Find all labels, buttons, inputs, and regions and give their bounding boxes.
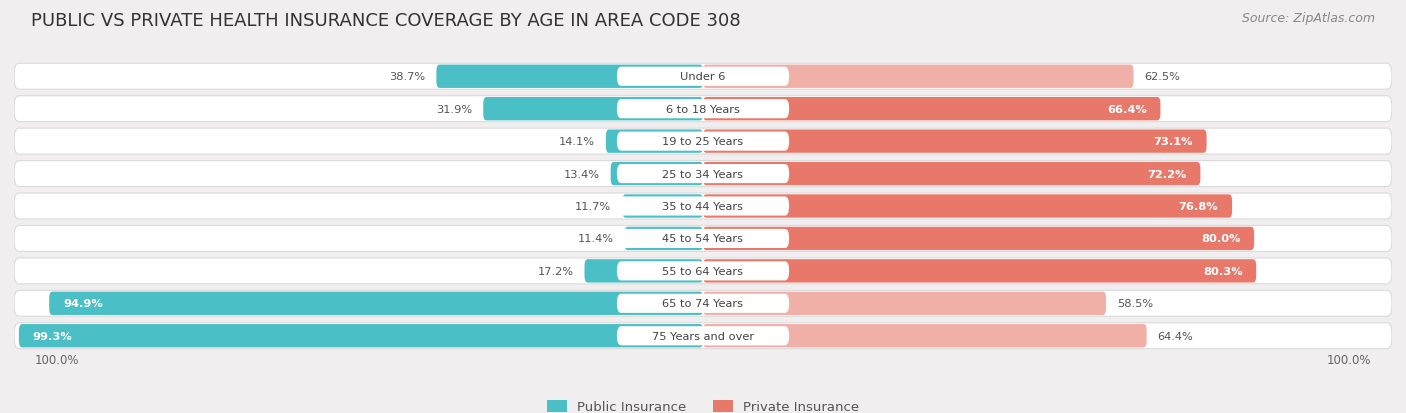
FancyBboxPatch shape [436,65,703,89]
FancyBboxPatch shape [617,262,789,281]
Text: 17.2%: 17.2% [537,266,574,276]
Text: 99.3%: 99.3% [32,331,73,341]
Text: 76.8%: 76.8% [1178,202,1219,211]
FancyBboxPatch shape [49,292,703,315]
Text: 11.4%: 11.4% [578,234,613,244]
Text: 11.7%: 11.7% [575,202,612,211]
FancyBboxPatch shape [703,195,1232,218]
FancyBboxPatch shape [703,259,1256,283]
Text: PUBLIC VS PRIVATE HEALTH INSURANCE COVERAGE BY AGE IN AREA CODE 308: PUBLIC VS PRIVATE HEALTH INSURANCE COVER… [31,12,741,30]
FancyBboxPatch shape [703,324,1147,348]
Text: 38.7%: 38.7% [389,72,426,82]
Text: 25 to 34 Years: 25 to 34 Years [662,169,744,179]
FancyBboxPatch shape [18,324,703,348]
FancyBboxPatch shape [617,229,789,248]
Text: 55 to 64 Years: 55 to 64 Years [662,266,744,276]
FancyBboxPatch shape [703,292,1107,315]
Text: 94.9%: 94.9% [63,299,103,309]
Text: 72.2%: 72.2% [1147,169,1187,179]
Text: 35 to 44 Years: 35 to 44 Years [662,202,744,211]
Text: Source: ZipAtlas.com: Source: ZipAtlas.com [1241,12,1375,25]
Text: 100.0%: 100.0% [1327,353,1371,366]
FancyBboxPatch shape [703,162,1201,186]
FancyBboxPatch shape [617,294,789,313]
Text: 73.1%: 73.1% [1153,137,1192,147]
Legend: Public Insurance, Private Insurance: Public Insurance, Private Insurance [547,400,859,413]
Text: 100.0%: 100.0% [35,353,79,366]
FancyBboxPatch shape [623,195,703,218]
Text: Under 6: Under 6 [681,72,725,82]
FancyBboxPatch shape [617,67,789,87]
FancyBboxPatch shape [14,97,1392,122]
FancyBboxPatch shape [14,64,1392,90]
Text: 19 to 25 Years: 19 to 25 Years [662,137,744,147]
FancyBboxPatch shape [617,100,789,119]
Text: 14.1%: 14.1% [558,137,595,147]
FancyBboxPatch shape [703,227,1254,251]
Text: 66.4%: 66.4% [1107,104,1147,114]
FancyBboxPatch shape [14,291,1392,316]
FancyBboxPatch shape [610,162,703,186]
FancyBboxPatch shape [14,161,1392,187]
Text: 65 to 74 Years: 65 to 74 Years [662,299,744,309]
Text: 31.9%: 31.9% [436,104,472,114]
FancyBboxPatch shape [617,326,789,346]
FancyBboxPatch shape [484,98,703,121]
FancyBboxPatch shape [14,129,1392,155]
FancyBboxPatch shape [14,323,1392,349]
Text: 62.5%: 62.5% [1144,72,1181,82]
Text: 80.0%: 80.0% [1201,234,1240,244]
FancyBboxPatch shape [14,226,1392,252]
Text: 13.4%: 13.4% [564,169,599,179]
FancyBboxPatch shape [585,259,703,283]
FancyBboxPatch shape [624,227,703,251]
Text: 80.3%: 80.3% [1202,266,1243,276]
Text: 58.5%: 58.5% [1116,299,1153,309]
Text: 6 to 18 Years: 6 to 18 Years [666,104,740,114]
Text: 75 Years and over: 75 Years and over [652,331,754,341]
FancyBboxPatch shape [617,197,789,216]
FancyBboxPatch shape [14,194,1392,219]
FancyBboxPatch shape [617,165,789,184]
FancyBboxPatch shape [606,130,703,154]
FancyBboxPatch shape [14,258,1392,284]
FancyBboxPatch shape [617,132,789,151]
Text: 45 to 54 Years: 45 to 54 Years [662,234,744,244]
FancyBboxPatch shape [703,130,1206,154]
FancyBboxPatch shape [703,65,1133,89]
Text: 64.4%: 64.4% [1157,331,1194,341]
FancyBboxPatch shape [703,98,1160,121]
